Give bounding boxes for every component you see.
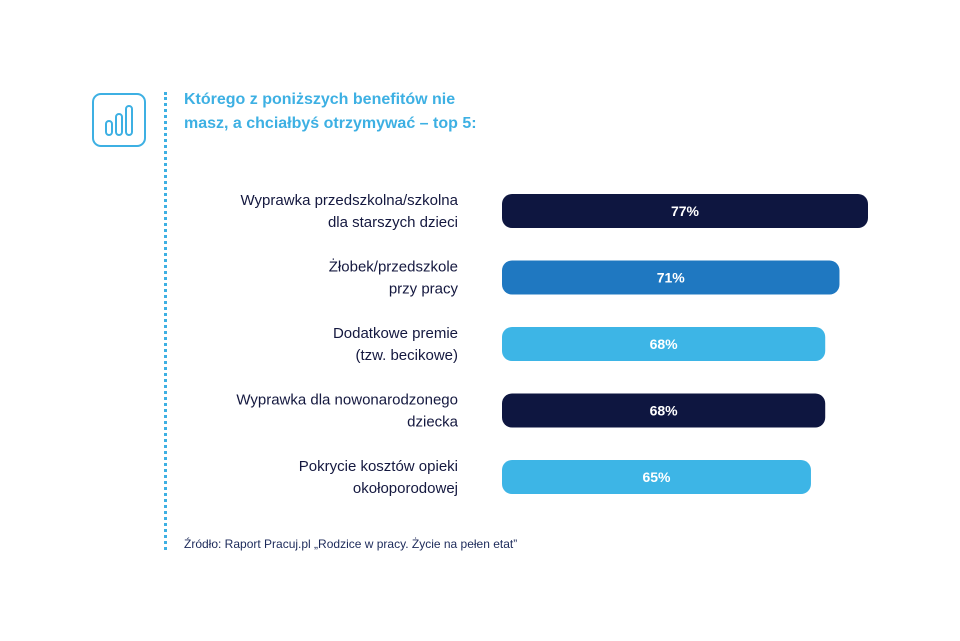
bar-2 (502, 260, 840, 295)
dotted-divider (164, 92, 167, 550)
category-label-2-line-2: przy pracy (389, 281, 459, 298)
chart-title-line-1: Którego z poniższych benefitów nie (184, 91, 456, 108)
bar-4 (502, 393, 826, 428)
bar-3 (502, 327, 826, 361)
chart-title: Którego z poniższych benefitów nie masz,… (184, 88, 484, 136)
bar-value-label-2: 71% (657, 270, 686, 286)
category-label-1-line-2: dla starszych dzieci (328, 214, 458, 231)
source-note: Źródło: Raport Pracuj.pl „Rodzice w prac… (184, 537, 518, 551)
bar-value-label-1: 77% (671, 203, 700, 219)
bar-value-label-5: 65% (642, 469, 671, 485)
bar-1 (502, 194, 868, 228)
bar-5 (502, 460, 811, 494)
category-label-4-line-2: dziecka (407, 414, 459, 431)
chart-icon-frame (92, 93, 146, 147)
category-label-5-line-2: okołoporodowej (353, 480, 458, 497)
category-label-4-line-1: Wyprawka dla nowonarodzonego (236, 392, 458, 409)
chart-title-line-2: masz, a chciałbyś otrzymywać – top 5: (184, 115, 477, 132)
bar-chart-icon (105, 105, 133, 136)
category-label-1-line-1: Wyprawka przedszkolna/szkolna (241, 192, 459, 209)
category-label-2-line-1: Żłobek/przedszkole (329, 258, 458, 276)
bar-value-label-3: 68% (650, 336, 679, 352)
category-label-5-line-1: Pokrycie kosztów opieki (299, 458, 458, 475)
category-label-3-line-1: Dodatkowe premie (333, 325, 458, 342)
bar-value-label-4: 68% (650, 403, 679, 419)
category-label-3-line-2: (tzw. becikowe) (355, 347, 458, 364)
